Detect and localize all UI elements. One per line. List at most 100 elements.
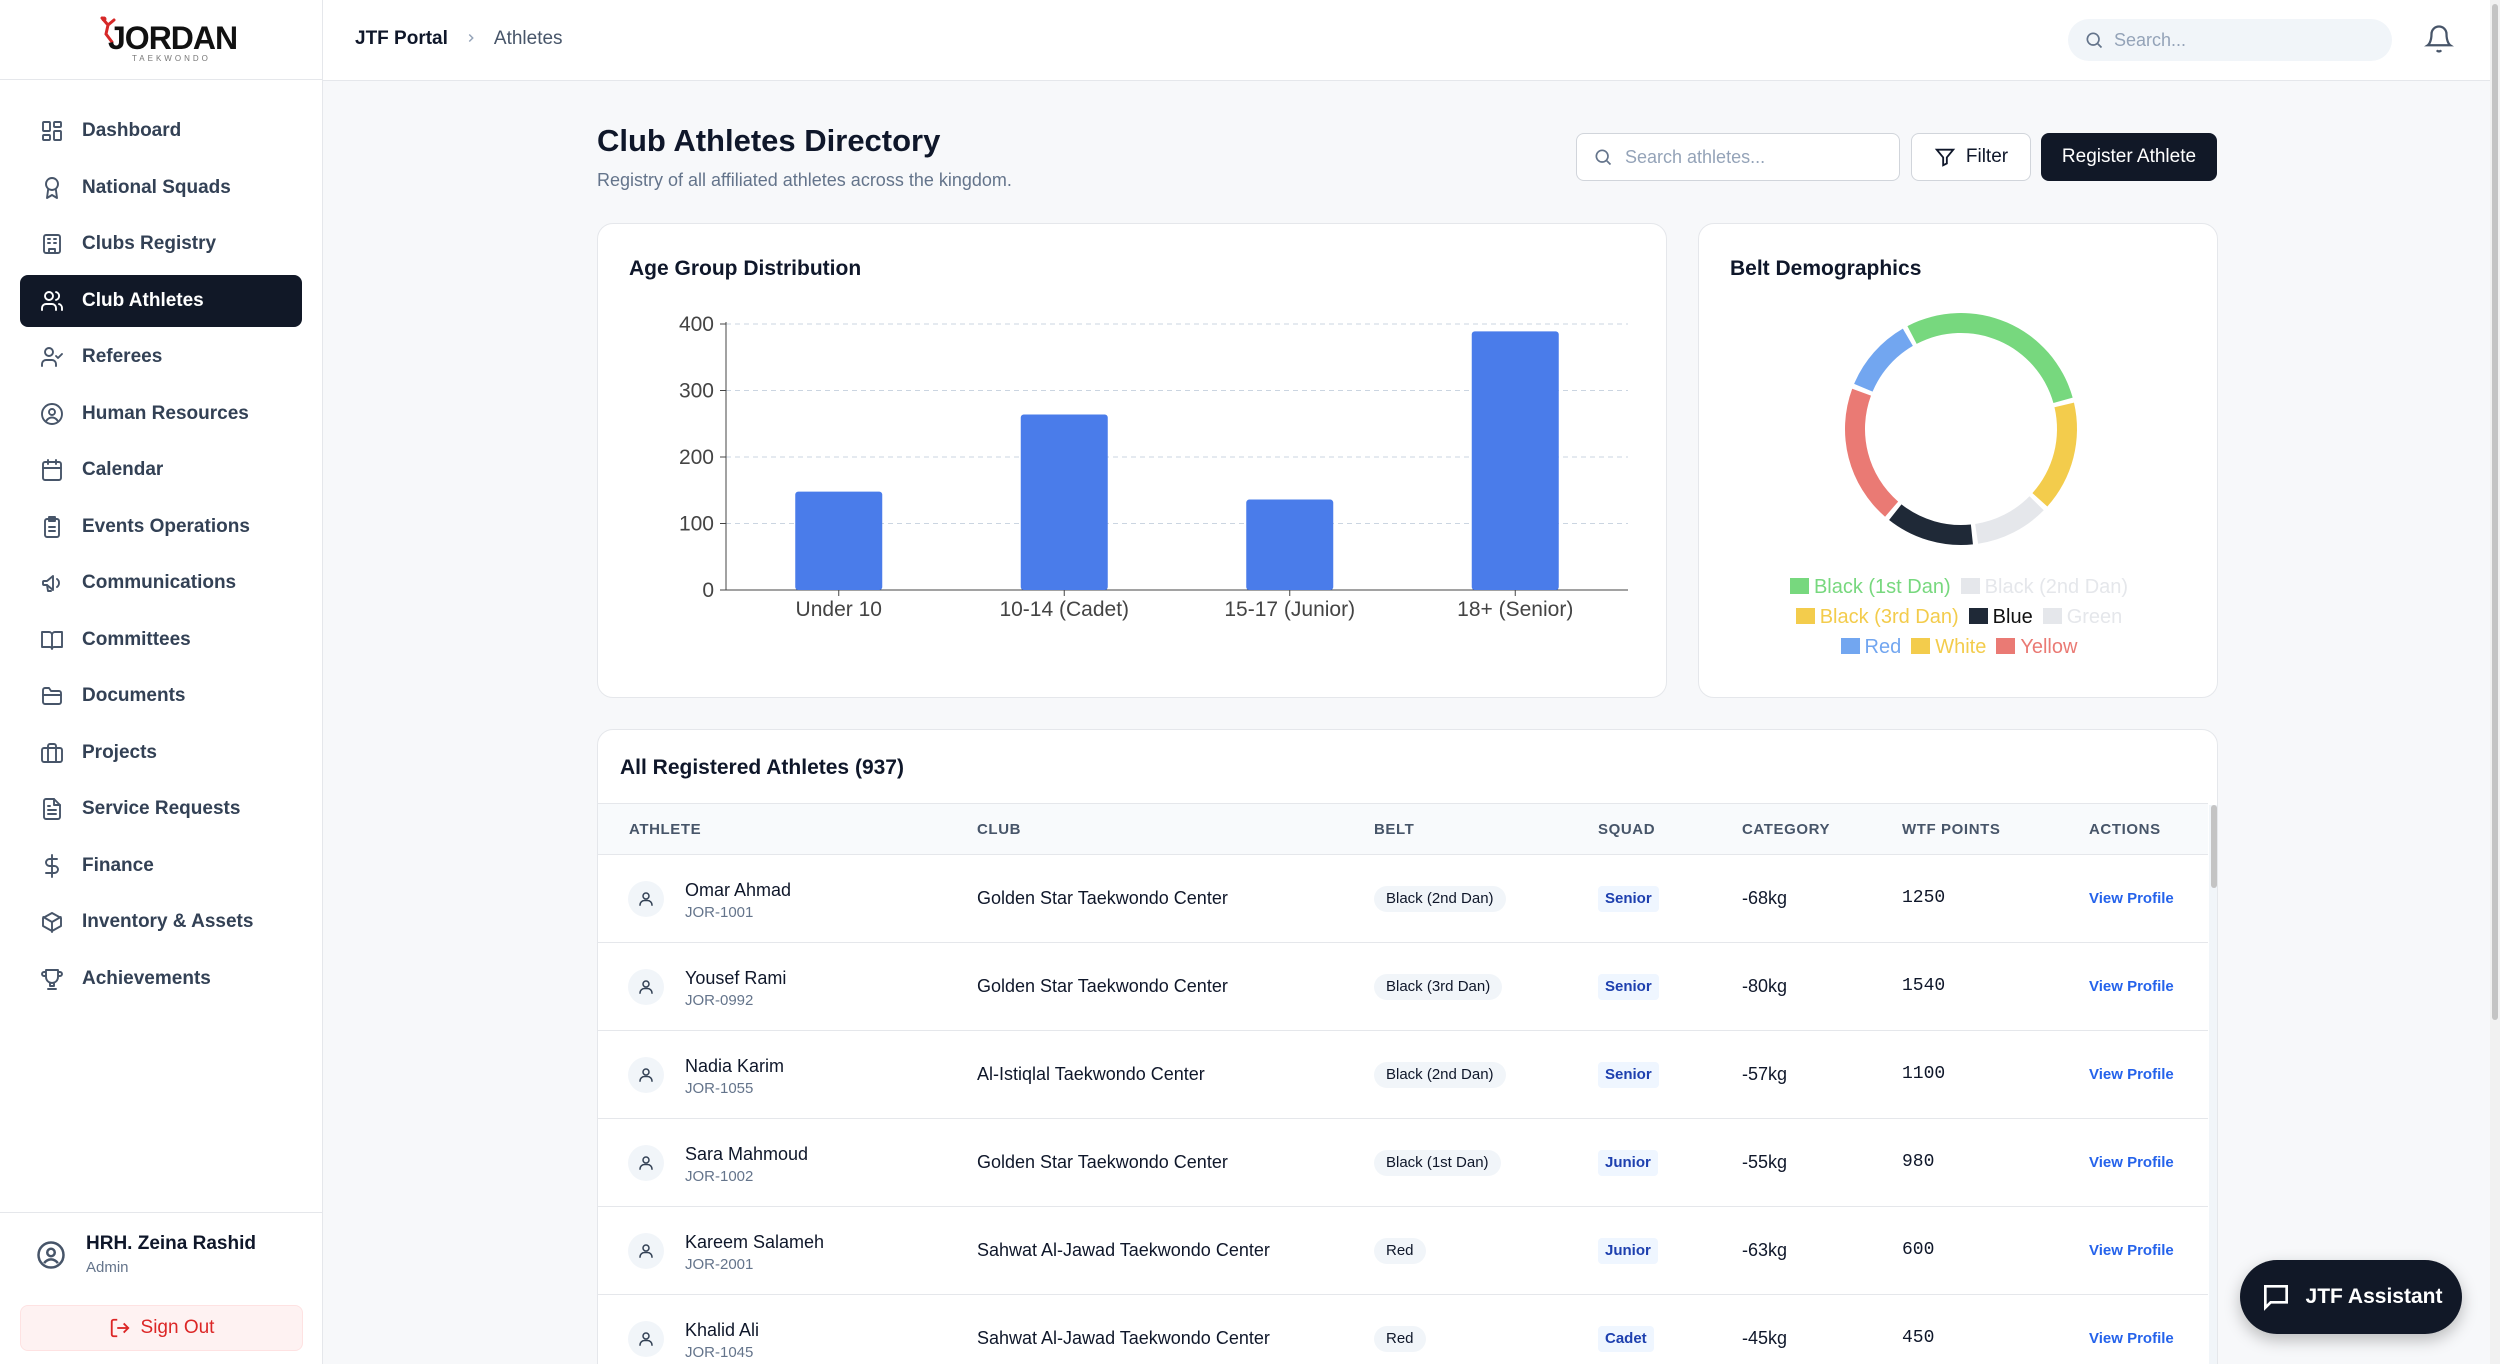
athlete-search-input[interactable]: [1625, 146, 1895, 168]
global-search[interactable]: [2068, 19, 2392, 61]
belt-demographics-card: Belt Demographics Black (1st Dan) Black (…: [1698, 223, 2218, 698]
bar[interactable]: [1246, 499, 1334, 590]
user-icon: [639, 1156, 653, 1170]
search-icon: [1595, 149, 1612, 166]
briefcase-icon: [41, 742, 63, 763]
sidebar-item-calendar[interactable]: Calendar: [20, 444, 302, 496]
legend-swatch: [1911, 638, 1931, 654]
bell-icon[interactable]: [2424, 24, 2454, 54]
register-athlete-button[interactable]: Register Athlete: [2041, 133, 2217, 181]
sidebar-item-events-operations[interactable]: Events Operations: [20, 501, 302, 553]
athlete-name: Khalid Ali: [685, 1320, 760, 1340]
belt-badge: Black (3rd Dan): [1374, 974, 1503, 1000]
wtf-points: 1250: [1902, 888, 1946, 908]
athlete-club: Sahwat Al-Jawad Taekwondo Center: [977, 1240, 1270, 1260]
sidebar-item-label: Calendar: [82, 459, 164, 480]
sign-out-label: Sign Out: [140, 1317, 215, 1338]
legend-item[interactable]: Black (2nd Dan): [1960, 572, 2128, 602]
donut-slice[interactable]: [1889, 504, 1973, 545]
donut-slice[interactable]: [2032, 402, 2077, 507]
athlete-club: Golden Star Taekwondo Center: [977, 976, 1228, 996]
sidebar-item-clubs-registry[interactable]: Clubs Registry: [20, 218, 302, 270]
table-row[interactable]: Kareem Salameh JOR-2001 Sahwat Al-Jawad Ta…: [598, 1207, 2208, 1295]
view-profile-link[interactable]: View Profile: [2089, 890, 2174, 907]
sidebar-item-inventory-assets[interactable]: Inventory & Assets: [20, 896, 302, 948]
donut-slice[interactable]: [1907, 313, 2073, 404]
global-search-input[interactable]: [2114, 29, 2374, 51]
sidebar-item-committees[interactable]: Committees: [20, 614, 302, 666]
col-club[interactable]: CLUB: [977, 821, 1022, 838]
table-row[interactable]: Nadia Karim JOR-1055 Al-Istiqlal Taekwondo…: [598, 1031, 2208, 1119]
bar[interactable]: [1020, 414, 1108, 590]
sidebar: JORDAN TAEKWONDO Dashboard National Squad…: [0, 0, 323, 1364]
sidebar-item-club-athletes[interactable]: Club Athletes: [20, 274, 302, 327]
belt-donut-chart: [1845, 313, 2077, 545]
sidebar-item-finance[interactable]: Finance: [20, 840, 302, 892]
kicker-icon: [100, 16, 116, 43]
table-row[interactable]: Sara Mahmoud JOR-1002 Golden Star Taekwond…: [598, 1119, 2208, 1207]
table-scrollbar-thumb[interactable]: [2211, 805, 2217, 888]
table-row[interactable]: Omar Ahmad JOR-1001 Golden Star Taekwondo …: [598, 855, 2208, 943]
view-profile-link[interactable]: View Profile: [2089, 1066, 2174, 1083]
bar[interactable]: [1471, 331, 1559, 590]
page-scrollbar-thumb[interactable]: [2492, 4, 2498, 1020]
sidebar-item-achievements[interactable]: Achievements: [20, 953, 302, 1005]
donut-slice[interactable]: [1975, 496, 2044, 544]
user-profile[interactable]: HRH. Zeina Rashid Admin: [36, 1233, 256, 1276]
sidebar-item-communications[interactable]: Communications: [20, 557, 302, 609]
sidebar-item-service-requests[interactable]: Service Requests: [20, 783, 302, 835]
athlete-name: Nadia Karim: [685, 1056, 785, 1076]
donut-slice[interactable]: [1845, 388, 1899, 517]
col-squad[interactable]: SQUAD: [1598, 821, 1656, 838]
col-athlete[interactable]: ATHLETE: [629, 821, 702, 838]
table-scrollbar[interactable]: [2209, 805, 2217, 1364]
legend-item[interactable]: Black (3rd Dan): [1795, 602, 1959, 632]
user-avatar-icon: [37, 1240, 65, 1269]
filter-button[interactable]: Filter: [1911, 133, 2031, 181]
sidebar-item-documents[interactable]: Documents: [20, 670, 302, 722]
squad-badge: Junior: [1598, 1150, 1658, 1176]
users-icon: [41, 290, 63, 311]
logo[interactable]: JORDAN TAEKWONDO: [0, 0, 322, 80]
jtf-assistant-button[interactable]: JTF Assistant: [2240, 1260, 2462, 1334]
sidebar-item-human-resources[interactable]: Human Resources: [20, 388, 302, 440]
x-tick-label: 10-14 (Cadet): [999, 598, 1129, 621]
view-profile-link[interactable]: View Profile: [2089, 978, 2174, 995]
breadcrumb-root[interactable]: JTF Portal: [355, 28, 448, 49]
legend-item[interactable]: Yellow: [1996, 632, 2077, 662]
view-profile-link[interactable]: View Profile: [2089, 1330, 2174, 1347]
legend-label: Blue: [1992, 606, 2033, 628]
sidebar-item-referees[interactable]: Referees: [20, 331, 302, 383]
user-circle-icon: [41, 402, 63, 425]
col-wtf-points[interactable]: WTF POINTS: [1902, 821, 2001, 838]
view-profile-link[interactable]: View Profile: [2089, 1154, 2174, 1171]
legend-swatch: [1795, 608, 1815, 624]
sidebar-item-projects[interactable]: Projects: [20, 727, 302, 779]
age-distribution-chart: 0 100 200 300 400 Under 10 10-14 (Cadet) 15-17 …: [679, 313, 1628, 621]
col-belt[interactable]: BELT: [1374, 821, 1415, 838]
athlete-search[interactable]: [1576, 133, 1900, 181]
user-icon: [639, 1068, 653, 1082]
legend-item[interactable]: Black (1st Dan): [1789, 572, 1951, 602]
donut-slice[interactable]: [1854, 328, 1913, 392]
legend-item[interactable]: Green: [2042, 602, 2122, 632]
belt-badge: Black (1st Dan): [1374, 1150, 1501, 1176]
table-row[interactable]: Yousef Rami JOR-0992 Golden Star Taekwondo…: [598, 943, 2208, 1031]
legend-item[interactable]: White: [1911, 632, 1986, 662]
belt-badge: Black (2nd Dan): [1374, 1062, 1506, 1088]
sidebar-item-national-squads[interactable]: National Squads: [20, 162, 302, 214]
table-row[interactable]: Khalid Ali JOR-1045 Sahwat Al-Jawad Taekwo…: [598, 1295, 2208, 1364]
squad-badge: Senior: [1598, 886, 1659, 912]
dashboard-icon: [42, 121, 62, 141]
athlete-avatar: [628, 969, 664, 1005]
bar[interactable]: [795, 491, 883, 590]
x-tick-label: 15-17 (Junior): [1224, 598, 1355, 621]
legend-item[interactable]: Red: [1840, 632, 1901, 662]
y-tick-label: 300: [679, 380, 714, 403]
view-profile-link[interactable]: View Profile: [2089, 1242, 2174, 1259]
sidebar-item-dashboard[interactable]: Dashboard: [20, 105, 302, 157]
col-category[interactable]: CATEGORY: [1742, 821, 1831, 838]
legend-item[interactable]: Blue: [1968, 602, 2033, 632]
page-scrollbar[interactable]: [2490, 0, 2500, 1364]
sign-out-button[interactable]: Sign Out: [20, 1305, 303, 1351]
